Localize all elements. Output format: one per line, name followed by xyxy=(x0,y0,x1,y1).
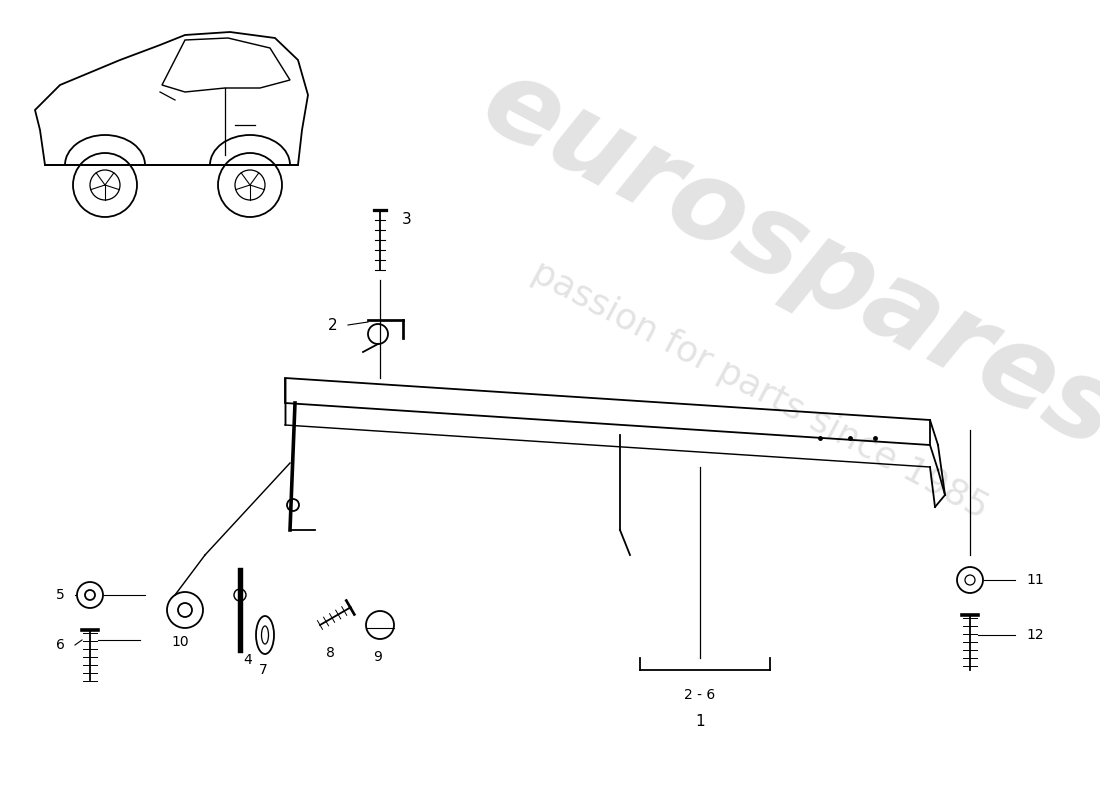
Text: 6: 6 xyxy=(56,638,65,652)
Text: 8: 8 xyxy=(326,646,334,660)
Text: 2: 2 xyxy=(328,318,338,333)
Text: 12: 12 xyxy=(1026,628,1044,642)
Text: 4: 4 xyxy=(243,653,252,667)
Text: 7: 7 xyxy=(258,663,267,677)
Text: 3: 3 xyxy=(402,213,411,227)
Text: 9: 9 xyxy=(374,650,383,664)
Text: passion for parts since 1985: passion for parts since 1985 xyxy=(526,255,994,525)
Text: 1: 1 xyxy=(695,714,705,730)
Text: 11: 11 xyxy=(1026,573,1044,587)
Text: eurospares: eurospares xyxy=(464,48,1100,472)
Text: 5: 5 xyxy=(56,588,65,602)
Text: 10: 10 xyxy=(172,635,189,649)
Text: 2 - 6: 2 - 6 xyxy=(684,688,716,702)
